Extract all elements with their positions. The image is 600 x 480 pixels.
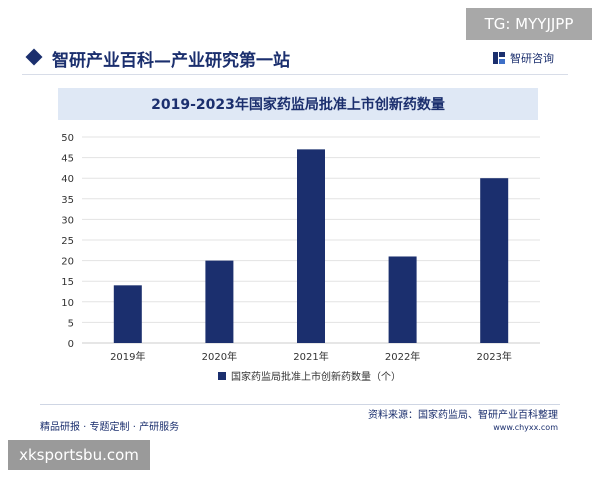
bar	[113, 285, 142, 343]
x-tick-label: 2020年	[202, 350, 237, 363]
chart-title-band: 2019-2023年国家药监局批准上市创新药数量	[58, 88, 538, 120]
y-tick-label: 25	[61, 236, 74, 247]
y-tick-label: 15	[61, 277, 74, 288]
y-tick-label: 0	[68, 339, 74, 350]
source-url: www.chyxx.com	[493, 423, 558, 432]
site-title: 智研产业百科—产业研究第一站	[52, 51, 290, 71]
brand-logo: 智研咨询	[492, 50, 554, 66]
footer-services: 精品研报 · 专题定制 · 产研服务	[40, 422, 180, 433]
bar	[297, 149, 325, 343]
brand-name: 智研咨询	[510, 52, 554, 65]
x-tick-label: 2019年	[110, 350, 145, 363]
y-tick-label: 5	[68, 318, 74, 329]
bar	[480, 178, 509, 343]
page-header: 智研产业百科—产业研究第一站 智研咨询	[22, 44, 568, 72]
brand-logo-icon	[493, 52, 505, 64]
source-note: 资料来源：国家药监局、智研产业百科整理	[368, 410, 558, 421]
y-tick-label: 20	[61, 257, 74, 268]
y-tick-label: 40	[61, 174, 74, 185]
y-tick-label: 10	[61, 298, 74, 309]
chart-title: 2019-2023年国家药监局批准上市创新药数量	[151, 97, 445, 113]
bar	[205, 260, 234, 343]
x-tick-label: 2022年	[385, 350, 420, 363]
header-divider	[22, 74, 568, 75]
bar	[388, 256, 417, 343]
legend-label: 国家药监局批准上市创新药数量（个）	[231, 370, 401, 383]
x-tick-label: 2021年	[293, 350, 328, 363]
watermark-bar: xksportsbu.com	[8, 440, 150, 470]
x-tick-label: 2023年	[476, 350, 511, 363]
footer-divider	[40, 404, 560, 405]
legend-swatch	[218, 372, 226, 380]
y-tick-label: 45	[61, 154, 74, 165]
tg-badge: TG: MYYJJPP	[466, 8, 592, 40]
y-tick-label: 30	[61, 215, 74, 226]
footer-source-block: 资料来源：国家药监局、智研产业百科整理 www.chyxx.com	[368, 406, 558, 432]
y-tick-label: 35	[61, 195, 74, 206]
y-tick-label: 50	[61, 133, 74, 144]
